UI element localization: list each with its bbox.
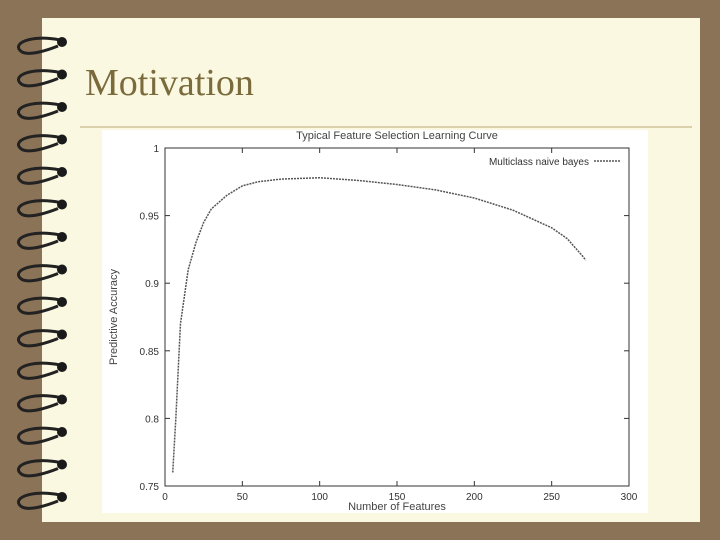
ring-wire [16,296,61,315]
plot: 0.75 0.8 0.85 0.9 0.95 1 0 50 100 150 200 250 300 Mul… [140,144,638,503]
x-tick-label: 150 [389,492,406,503]
ring-hole [57,362,67,372]
ring-hole [57,264,67,275]
ring-wire [16,361,61,380]
ring-wire [16,134,61,153]
ring-hole [57,459,67,470]
ring-wire [16,69,61,88]
chart-background [102,130,648,513]
x-tick-label: 300 [621,492,638,503]
ring-hole [57,297,67,307]
ring-hole [57,394,67,405]
y-tick-label: 0.75 [140,482,160,493]
slide-title: Motivation [85,62,254,104]
x-tick-label: 200 [466,492,483,503]
spiral-binding [16,36,67,510]
y-tick-label: 0.95 [140,212,160,223]
x-tick-label: 100 [311,492,328,503]
y-tick-label: 0.85 [140,347,160,358]
ring-hole [57,492,67,502]
x-tick-label: 250 [543,492,560,503]
x-tick-label: 50 [237,492,249,503]
ring-wire [16,231,61,250]
ring-wire [16,491,61,510]
ring-wire [16,394,61,413]
ring-wire [16,264,61,283]
x-axis-label: Number of Features [348,501,446,513]
y-tick-label: 0.9 [145,279,159,290]
data-line [171,176,587,473]
ring-wire [16,459,61,478]
y-tick-label: 1 [153,144,159,155]
ring-hole [57,134,67,145]
chart-title: Typical Feature Selection Learning Curve [296,130,498,142]
ring-hole [57,329,67,340]
ring-wire [16,36,61,55]
ring-hole [57,232,67,242]
ring-wire [16,426,61,445]
ring-hole [57,102,67,112]
ring-hole [57,37,67,47]
ring-wire [16,329,61,348]
ring-wire [16,166,61,185]
ring-hole [57,427,67,437]
legend-label: Multiclass naive bayes [489,157,589,168]
ring-hole [57,69,67,80]
ring-hole [57,199,67,210]
ring-hole [57,167,67,177]
x-tick-label: 0 [162,492,168,503]
y-tick-label: 0.8 [145,414,159,425]
ring-wire [16,199,61,218]
y-axis-label: Predictive Accuracy [108,269,120,365]
ring-wire [16,101,61,120]
